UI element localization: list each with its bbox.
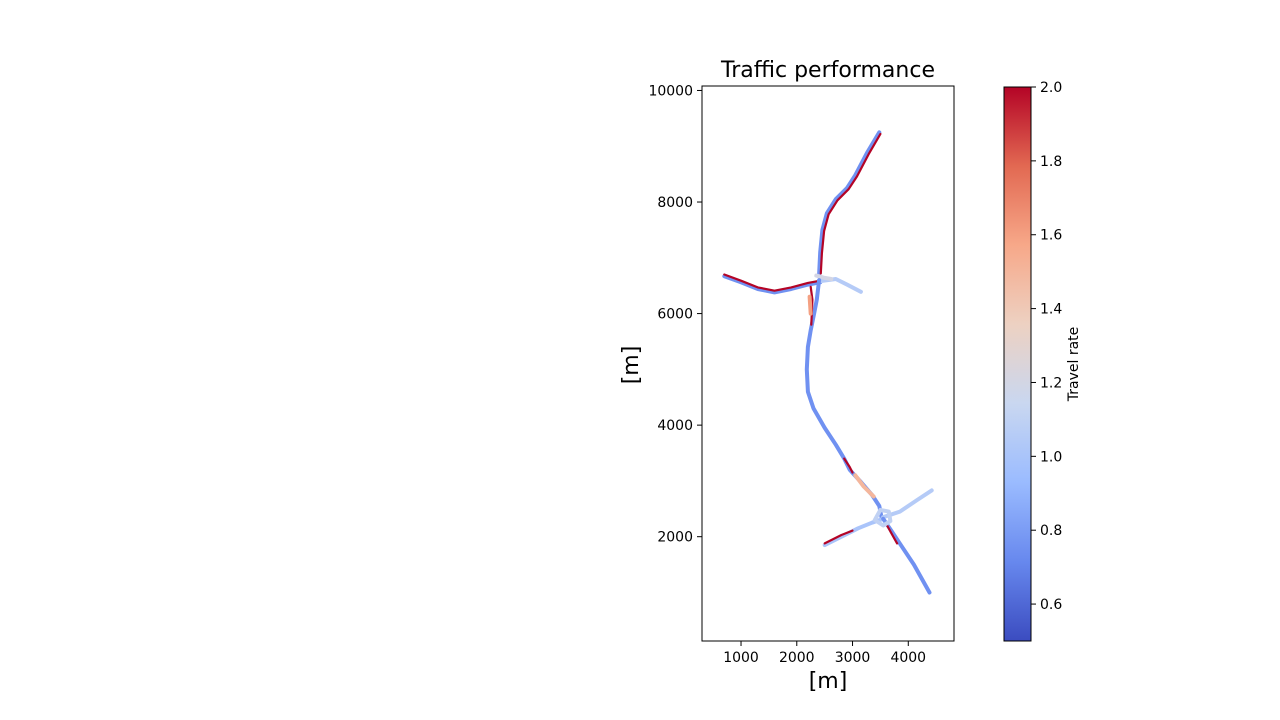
- colorbar-axis: 0.6 0.8 1.0 1.2 1.4 1.6 1.8 2.0: [1031, 80, 1062, 613]
- road-segment-interchange-south-west-edge: [823, 529, 854, 545]
- road-segment-main-north-edge: [819, 132, 882, 275]
- colorbar-tick-label: 1.8: [1040, 154, 1062, 170]
- y-tick-label: 6000: [657, 307, 693, 323]
- road-segment-main-north: [817, 130, 882, 277]
- colorbar-label: Travel rate: [1066, 327, 1082, 403]
- x-tick-label: 2000: [779, 650, 815, 666]
- y-tick-label: 2000: [657, 530, 693, 546]
- road-segment-middle-warm-2: [853, 473, 876, 499]
- x-tick-label: 3000: [835, 650, 871, 666]
- x-tick-label: 1000: [723, 650, 759, 666]
- x-axis-label: [m]: [809, 669, 848, 694]
- road-segment-interchange-north-ramp: [814, 273, 834, 281]
- plot-frame: [701, 85, 955, 642]
- y-tick-label: 8000: [657, 195, 693, 211]
- colorbar-tick-label: 1.2: [1040, 375, 1062, 391]
- plot-area: [702, 86, 954, 641]
- chart-title: Traffic performance: [720, 58, 935, 83]
- x-tick-label: 4000: [890, 650, 926, 666]
- road-segment-middle-hot-1: [809, 285, 814, 326]
- y-tick-label: 4000: [657, 418, 693, 434]
- road-segment-middle-warm: [807, 294, 813, 316]
- road-segment-main-south-hot: [885, 524, 899, 545]
- road-segment-interchange-north-west: [722, 274, 823, 295]
- colorbar-tick-label: 2.0: [1040, 80, 1062, 96]
- road-segment-interchange-south-east: [881, 488, 934, 520]
- road-network: [722, 130, 934, 595]
- colorbar-tick-label: 0.6: [1040, 597, 1062, 613]
- colorbar-tick-label: 1.0: [1040, 449, 1062, 465]
- colorbar-tick-label: 1.4: [1040, 302, 1062, 318]
- colorbar-tick-label: 1.6: [1040, 228, 1062, 244]
- x-axis: 1000 2000 3000 4000: [723, 641, 926, 666]
- road-segment-middle-hot-2: [843, 457, 854, 474]
- y-axis-label: [m]: [619, 346, 644, 385]
- road-segment-interchange-north-west-edge: [723, 273, 822, 292]
- y-axis: 2000 4000 6000 8000 10000: [648, 83, 702, 546]
- colorbar: [1003, 86, 1032, 642]
- road-segment-interchange-south-loop: [872, 507, 893, 528]
- y-tick-label: 10000: [648, 83, 693, 99]
- colorbar-tick-label: 0.8: [1040, 523, 1062, 539]
